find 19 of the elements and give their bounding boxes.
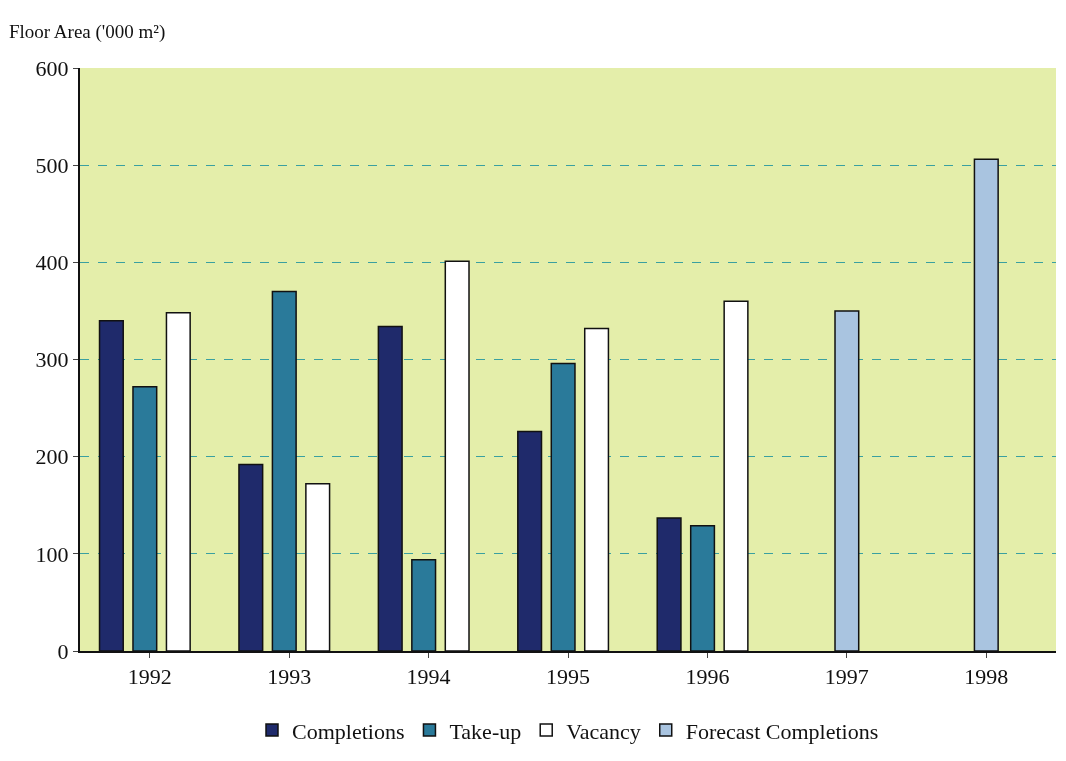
- x-tick-label: 1998: [964, 664, 1009, 690]
- y-tick-label: 600: [35, 55, 69, 81]
- y-tick-label: 400: [35, 250, 69, 276]
- x-tick-label: 1997: [824, 664, 869, 690]
- x-tick-label: 1996: [685, 664, 730, 690]
- y-tick-label: 0: [57, 638, 69, 664]
- legend-label: Forecast Completions: [685, 718, 879, 744]
- y-tick-label: 100: [35, 541, 69, 567]
- x-tick-label: 1993: [267, 664, 312, 690]
- y-axis-title: Floor Area ('000 m²): [9, 21, 166, 43]
- y-tick-label: 500: [35, 152, 69, 178]
- x-tick-label: 1995: [546, 664, 590, 690]
- legend-label: Vacancy: [566, 718, 641, 744]
- legend-label: Completions: [292, 718, 405, 744]
- y-tick-label: 300: [35, 347, 69, 373]
- x-tick-label: 1992: [127, 664, 172, 690]
- legend-label: Take-up: [449, 718, 522, 744]
- y-tick-label: 200: [35, 444, 69, 470]
- x-tick-label: 1994: [406, 664, 451, 690]
